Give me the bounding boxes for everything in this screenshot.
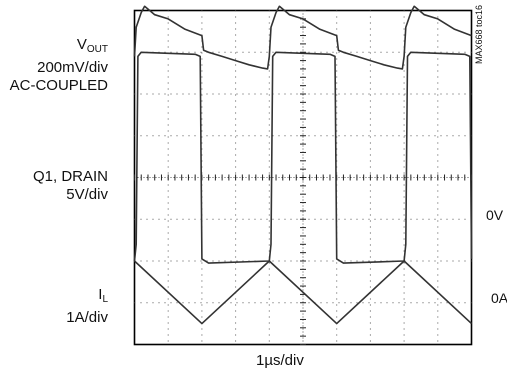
trace-il: [133, 260, 473, 325]
channel-label-vout: VOUT 200mV/div AC-COUPLED: [0, 36, 108, 95]
figure-id-label: MAX668 toc16: [474, 4, 484, 64]
il-scale: 1A/div: [66, 309, 108, 326]
scope-grid: [134, 10, 472, 345]
traces: [133, 5, 473, 325]
q1-drain-zero-marker: 0V: [486, 207, 504, 223]
il-zero-marker: 0A: [491, 290, 507, 306]
trace-q1-drain: [133, 51, 473, 264]
vout-coupling: AC-COUPLED: [9, 77, 108, 94]
channel-label-il: IL 1A/div: [0, 286, 108, 327]
trace-vout: [133, 5, 472, 70]
x-axis-label: 1µs/div: [256, 352, 304, 369]
q1-drain-scale: 5V/div: [66, 186, 108, 203]
vout-scale: 200mV/div: [37, 59, 108, 76]
channel-label-q1-drain: Q1, DRAIN 5V/div: [0, 168, 108, 204]
